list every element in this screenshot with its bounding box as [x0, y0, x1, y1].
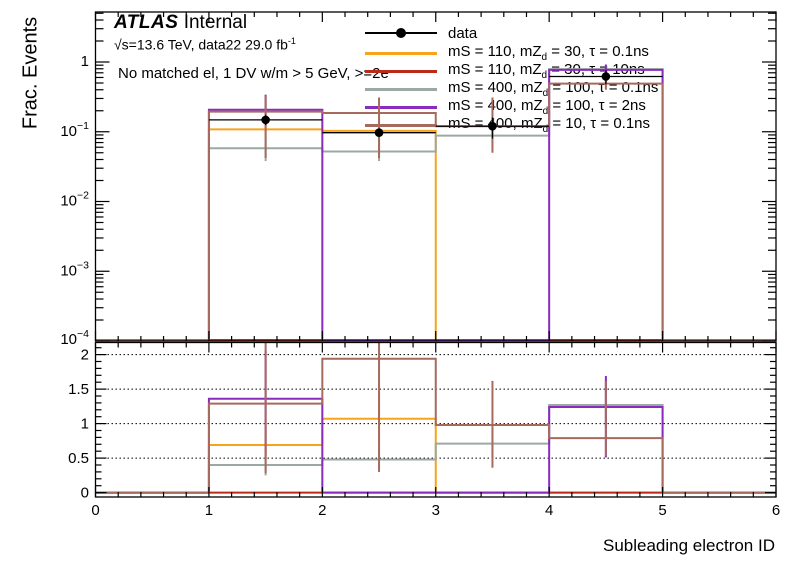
legend-label: mS = 400, mZd = 10, τ = 0.1ns	[448, 115, 651, 135]
line-swatch	[365, 51, 437, 55]
line-swatch	[365, 87, 437, 91]
legend-entry-ms400-mzd10: mS = 400, mZd = 10, τ = 0.1ns	[365, 115, 650, 135]
legend-entry-ms110-tau10: mS = 110, mZd = 30, τ = 10ns	[365, 61, 645, 81]
x-axis-title: Subleading electron ID	[602, 536, 775, 555]
y-axis-title: Frac. Events	[19, 16, 42, 130]
legend-entry-data: data	[365, 23, 477, 43]
legend-label: mS = 110, mZd = 30, τ = 0.1ns	[448, 43, 649, 63]
data-marker-line	[365, 28, 437, 39]
line-swatch	[365, 105, 437, 109]
legend-entry-ms400-tau0p1: mS = 400, mZd = 100, τ = 0.1ns	[365, 79, 658, 99]
data-marker-icon	[396, 28, 406, 39]
legend-label: mS = 400, mZd = 100, τ = 2ns	[448, 97, 646, 117]
line-swatch	[365, 123, 437, 127]
legend-label: mS = 110, mZd = 30, τ = 10ns	[448, 61, 645, 81]
legend-label: data	[448, 24, 478, 42]
atlas-label: ATLAS Internal	[114, 12, 247, 34]
legend-label: mS = 400, mZd = 100, τ = 0.1ns	[448, 79, 659, 99]
lumi-superscript: -1	[287, 36, 296, 46]
atlas-status: Internal	[183, 12, 248, 33]
line-swatch	[365, 69, 437, 73]
legend-entry-ms110-tau0p1: mS = 110, mZd = 30, τ = 0.1ns	[365, 43, 649, 63]
lumi-label: √s=13.6 TeV, data22 29.0 fb-1	[114, 36, 296, 53]
selection-label: No matched el, 1 DV w/m > 5 GeV, >=2e	[118, 65, 389, 82]
legend-entry-ms400-tau2: mS = 400, mZd = 100, τ = 2ns	[365, 97, 646, 117]
atlas-word: ATLAS	[114, 12, 179, 33]
